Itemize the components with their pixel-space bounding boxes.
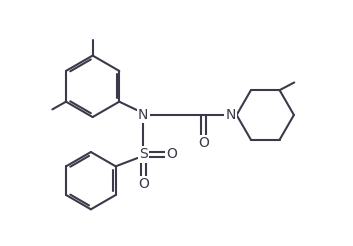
Text: O: O (166, 147, 177, 161)
Text: N: N (138, 108, 149, 122)
Text: O: O (198, 136, 209, 150)
Text: O: O (138, 177, 149, 191)
Text: N: N (226, 108, 236, 122)
Text: S: S (139, 147, 148, 161)
